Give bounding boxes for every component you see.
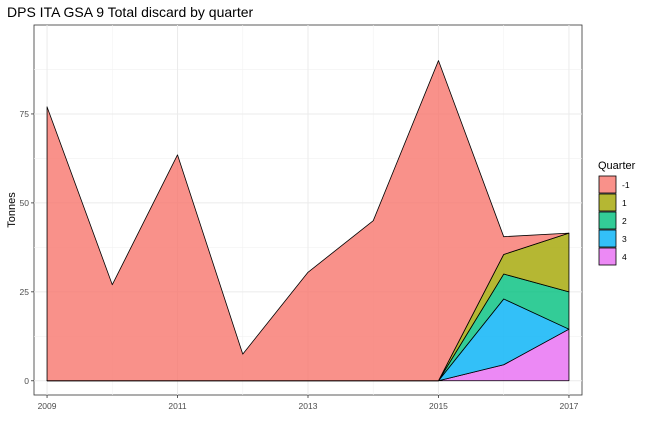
legend-key-2 (598, 211, 617, 230)
legend-key-1 (598, 193, 617, 212)
legend-label-2: 2 (622, 216, 627, 226)
x-tick-label: 2013 (299, 401, 318, 411)
y-tick-label: 50 (20, 198, 30, 208)
y-tick-label: 25 (20, 287, 30, 297)
legend-title: Quarter (598, 160, 636, 172)
x-tick-label: 2015 (429, 401, 448, 411)
legend-label-3: 3 (622, 234, 627, 244)
chart-title: DPS ITA GSA 9 Total discard by quarter (7, 4, 253, 20)
x-axis: 2009 2011 2013 2015 2017 (38, 395, 579, 411)
legend: Quarter -1 1 2 3 4 (598, 160, 636, 266)
y-axis: 0 25 50 75 (20, 109, 34, 386)
x-tick-label: 2011 (168, 401, 187, 411)
y-tick-label: 75 (20, 109, 30, 119)
y-axis-label: Tonnes (6, 192, 18, 228)
legend-label-1: 1 (622, 198, 627, 208)
legend-key--1 (598, 175, 617, 194)
legend-label--1: -1 (622, 180, 630, 190)
legend-key-3 (598, 229, 617, 248)
legend-label-4: 4 (622, 252, 627, 262)
x-tick-label: 2009 (38, 401, 57, 411)
legend-key-4 (598, 247, 617, 266)
area-series (46, 60, 570, 382)
x-tick-label: 2017 (559, 401, 578, 411)
y-tick-label: 0 (24, 376, 29, 386)
area-quarter--1 (46, 60, 570, 382)
